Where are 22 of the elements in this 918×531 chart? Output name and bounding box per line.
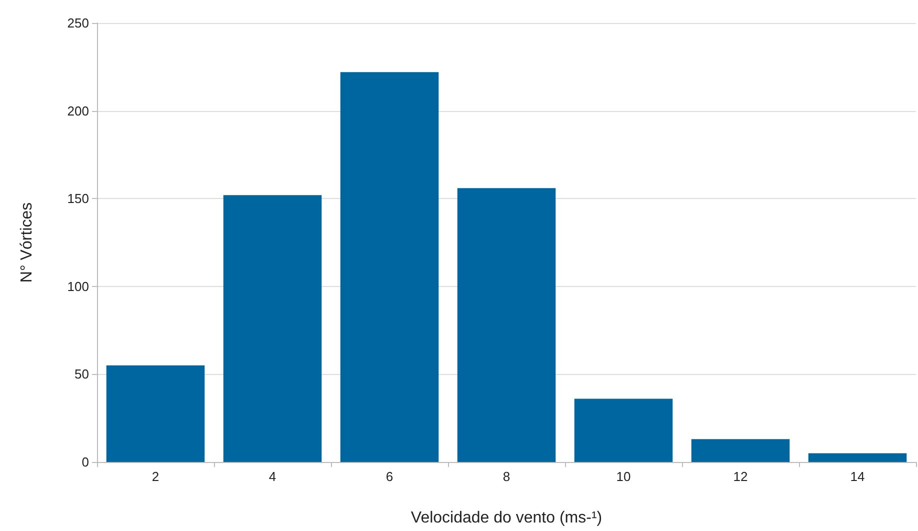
x-tick-label: 2 (152, 469, 160, 484)
bar (457, 188, 556, 462)
x-tick-label: 12 (733, 469, 748, 484)
x-axis-title: Velocidade do vento (ms-¹) (410, 510, 602, 526)
y-tick-label: 50 (74, 366, 89, 382)
bar (808, 453, 907, 462)
y-tick-label: 100 (67, 278, 89, 294)
bar (223, 195, 322, 462)
y-tick-label: 250 (67, 16, 89, 30)
bar (574, 398, 673, 462)
y-tick-label: 200 (67, 103, 89, 118)
y-axis-title: N° Vórtices (18, 202, 36, 283)
bar (691, 439, 790, 462)
x-tick-label: 8 (502, 469, 510, 484)
x-tick-label: 14 (850, 469, 865, 484)
x-tick-label: 4 (268, 469, 276, 484)
y-tick-label: 150 (67, 191, 89, 206)
bar (106, 365, 205, 462)
bar (340, 72, 439, 462)
x-tick-label: 10 (616, 469, 631, 484)
y-tick-label: 0 (82, 454, 89, 470)
x-tick-label: 6 (386, 469, 394, 484)
